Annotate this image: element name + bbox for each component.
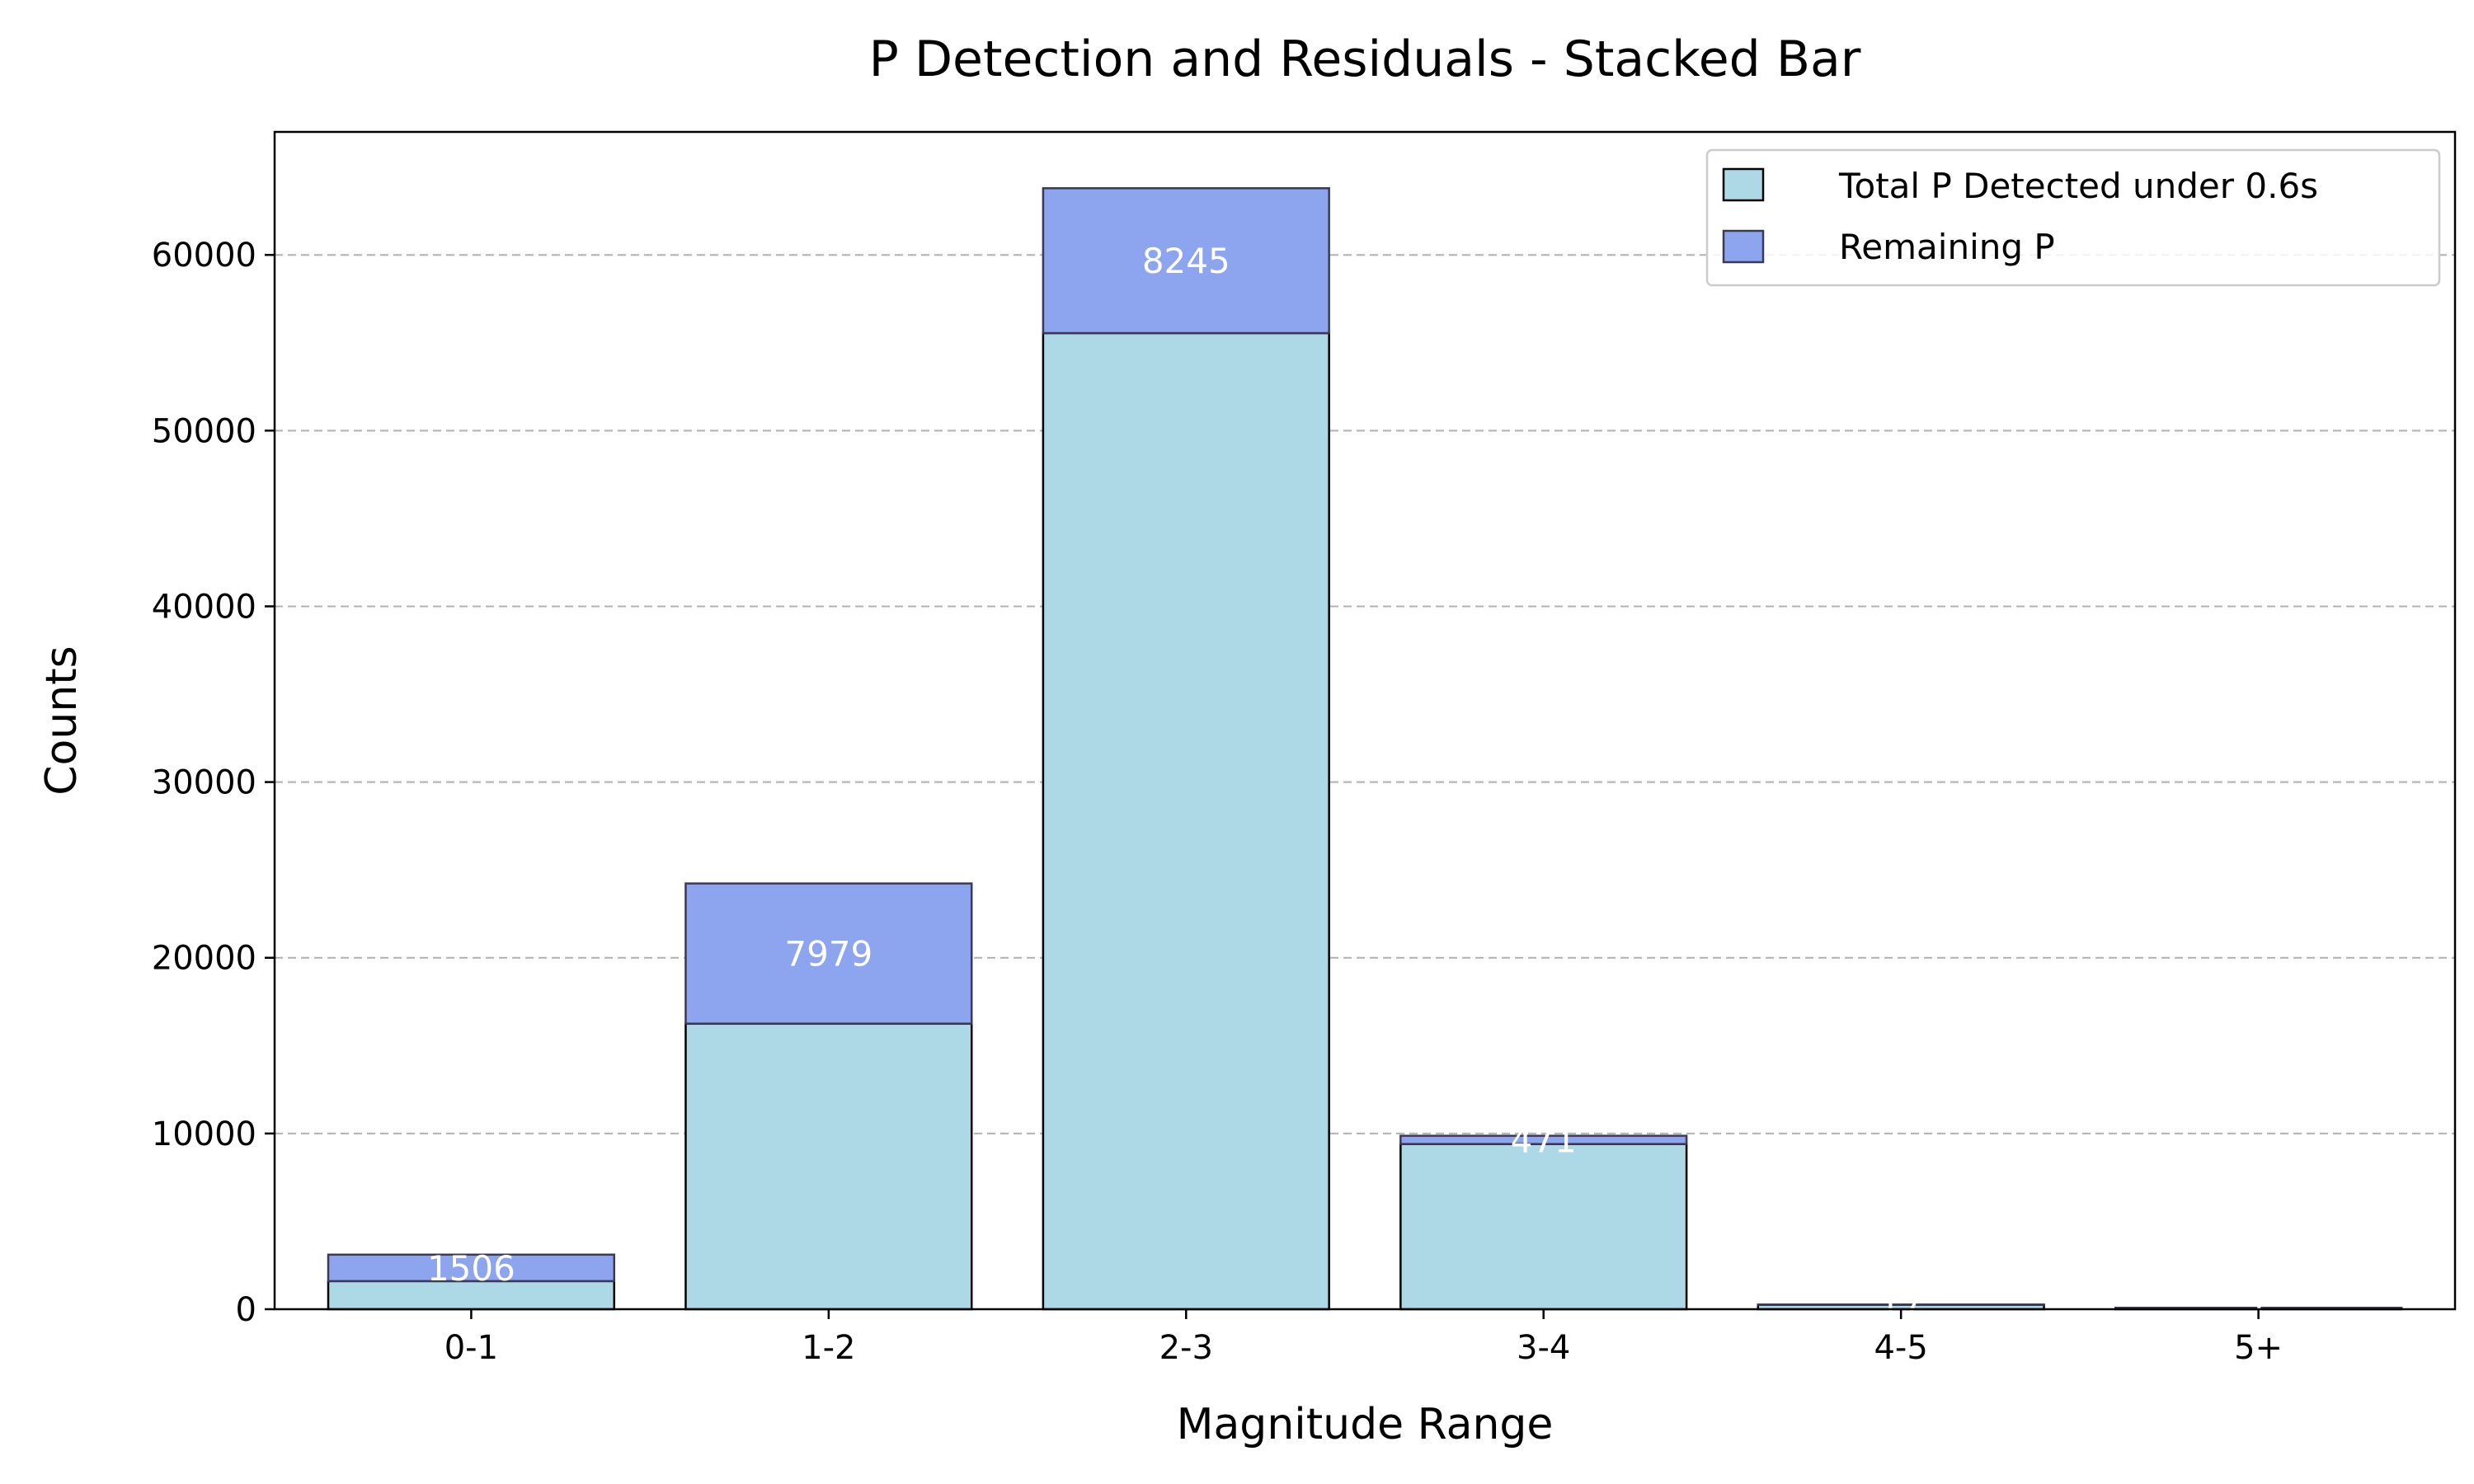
x-tick-label: 2-3 (1159, 1329, 1213, 1367)
segment-label: 8245 (1142, 241, 1230, 281)
x-tick-label: 1-2 (802, 1329, 855, 1367)
bar-remaining-p (327, 1253, 616, 1283)
legend-frame (1705, 148, 2441, 287)
bar-remaining-p (684, 882, 973, 1025)
bar-total-p (684, 1022, 973, 1311)
plot-frame (273, 130, 2457, 1311)
bar-remaining-p (1399, 1134, 1688, 1145)
y-axis-ticks: 0 10000 20000 30000 40000 50000 60000 (152, 237, 275, 1329)
x-tick-label: 5+ (2234, 1329, 2283, 1367)
x-axis-label: Magnitude Range (1177, 1400, 1554, 1449)
y-tick-label: 20000 (152, 940, 256, 978)
y-tick-label: 0 (236, 1291, 256, 1329)
chart-title: P Detection and Residuals - Stacked Bar (869, 31, 1861, 88)
x-tick-label: 4-5 (1874, 1329, 1927, 1367)
legend: Total P Detected under 0.6s Remaining P (1705, 148, 2441, 287)
x-axis-ticks: 0-1 1-2 2-3 3-4 4-5 5+ (444, 1309, 2283, 1367)
segment-label: 471 (1511, 1120, 1577, 1161)
bar-segments (327, 187, 2403, 1311)
bar-total-p (327, 1280, 616, 1311)
y-axis-label: Counts (37, 646, 87, 796)
bar-total-p (1042, 331, 1330, 1311)
x-tick-label: 3-4 (1517, 1329, 1570, 1367)
segment-label: 1506 (427, 1248, 515, 1289)
y-tick-label: 10000 (152, 1115, 256, 1153)
bar-total-p (1399, 1143, 1688, 1311)
y-tick-label: 30000 (152, 764, 256, 802)
y-tick-label: 60000 (152, 237, 256, 275)
legend-label-remaining-p: Remaining P (1839, 227, 2055, 267)
y-tick-label: 40000 (152, 588, 256, 626)
bar-remaining-p (1042, 187, 1330, 335)
x-tick-label: 0-1 (444, 1329, 498, 1367)
segment-label: 17 (1879, 1284, 1922, 1325)
grid-lines (275, 254, 2455, 1134)
legend-swatch-total-p (1722, 167, 1765, 202)
legend-swatch-remaining-p (1722, 229, 1765, 264)
segment-label: 7979 (784, 934, 872, 974)
legend-label-total-p: Total P Detected under 0.6s (1838, 166, 2318, 206)
y-tick-label: 50000 (152, 412, 256, 450)
